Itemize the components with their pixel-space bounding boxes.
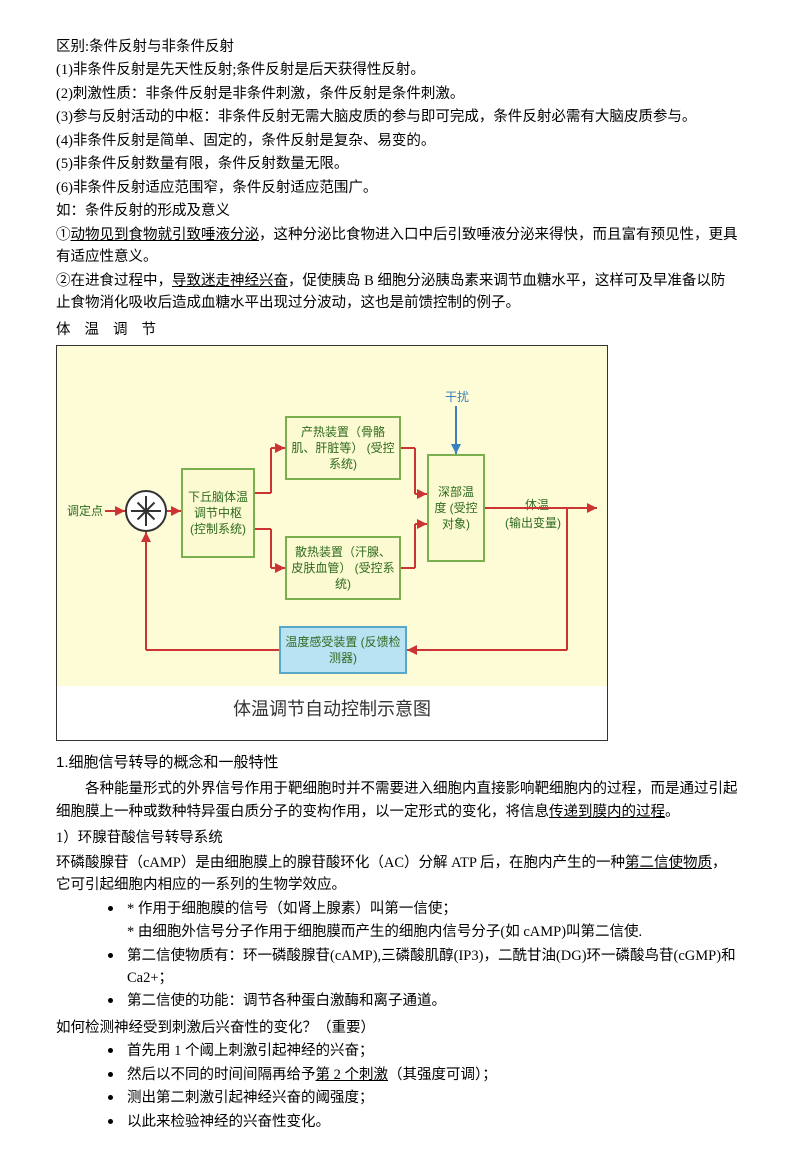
bullet-function: 第二信使的功能：调节各种蛋白激酶和离子通道。 xyxy=(56,990,738,1012)
point-3: (3)参与反射活动的中枢：非条件反射无需大脑皮质的参与即可完成，条件反射必需有大… xyxy=(56,106,738,128)
qb3: 测出第二刺激引起神经兴奋的阈强度； xyxy=(127,1087,374,1109)
diagram-area: 调定点 下丘脑体温调节中枢 (控制系统) 产热装置（骨骼肌、肝脏等） (受控系统… xyxy=(57,346,607,686)
qb4: 以此来检验神经的兴奋性变化。 xyxy=(127,1111,330,1133)
s1p-u: 传递到膜内的过程 xyxy=(549,804,665,820)
point-2: (2)刺激性质：非条件反射是非条件刺激，条件反射是条件刺激。 xyxy=(56,83,738,105)
box-sensor: 温度感受装置 (反馈检测器) xyxy=(279,626,407,674)
eg1-pre: ① xyxy=(56,227,71,243)
bullet-second-messenger: 第二信使物质有：环一磷酸腺苷(cAMP),三磷酸肌醇(IP3)，二酰甘油(DG)… xyxy=(56,945,738,990)
section-1-para2: 环磷酸腺苷（cAMP）是由细胞膜上的腺苷酸环化（AC）分解 ATP 后，在胞内产… xyxy=(56,852,738,897)
example-2: ②在进食过程中，导致迷走神经兴奋，促使胰岛 B 细胞分泌胰岛素来调节血糖水平，这… xyxy=(56,270,738,315)
question-title: 如何检测神经受到刺激后兴奋性的变化？（重要） xyxy=(56,1017,738,1039)
bullet-star-2: * 由细胞外信号分子作用于细胞膜而产生的细胞内信号分子(如 cAMP)叫第二信使… xyxy=(56,921,738,943)
eg2-underline: 导致迷走神经兴奋 xyxy=(172,273,288,289)
q-bullet-1: 首先用 1 个阈上刺激引起神经的兴奋； xyxy=(56,1040,738,1062)
bct: 第二信使的功能：调节各种蛋白激酶和离子通道。 xyxy=(127,990,446,1012)
qb1: 首先用 1 个阈上刺激引起神经的兴奋； xyxy=(127,1040,374,1062)
label-disturbance: 干扰 xyxy=(445,390,469,406)
diagram-caption: 体温调节自动控制示意图 xyxy=(57,686,607,740)
box-hypothalamus: 下丘脑体温调节中枢 (控制系统) xyxy=(181,468,255,558)
box-heat-dissipation: 散热装置（汗腺、皮肤血管） (受控系统) xyxy=(285,536,401,600)
bullet-star-1: * 作用于细胞膜的信号（如肾上腺素）叫第一信使； xyxy=(56,898,738,920)
qb2: 然后以不同的时间间隔再给予第 2 个刺激（其强度可调）； xyxy=(127,1064,497,1086)
eg2-pre: ②在进食过程中， xyxy=(56,273,172,289)
s1p-b: 。 xyxy=(665,804,680,820)
point-6: (6)非条件反射适应范围窄，条件反射适应范围广。 xyxy=(56,177,738,199)
diagram-container: 调定点 下丘脑体温调节中枢 (控制系统) 产热装置（骨骼肌、肝脏等） (受控系统… xyxy=(56,345,608,741)
bbt: 第二信使物质有：环一磷酸腺苷(cAMP),三磷酸肌醇(IP3)，二酰甘油(DG)… xyxy=(127,945,738,990)
example-title: 如：条件反射的形成及意义 xyxy=(56,200,738,222)
section-1-para: 各种能量形式的外界信号作用于靶细胞时并不需要进入细胞内直接影响靶细胞内的过程，而… xyxy=(56,778,738,823)
q-bullet-2: 然后以不同的时间间隔再给予第 2 个刺激（其强度可调）； xyxy=(56,1064,738,1086)
label-setpoint: 调定点 xyxy=(67,504,103,520)
q-bullet-3: 测出第二刺激引起神经兴奋的阈强度； xyxy=(56,1087,738,1109)
box-heat-production: 产热装置（骨骼肌、肝脏等） (受控系统) xyxy=(285,416,401,480)
label-output2: (输出变量) xyxy=(505,516,561,532)
label-output1: 体温 xyxy=(525,498,549,514)
section-1-title: 1.细胞信号转导的概念和一般特性 xyxy=(56,751,738,774)
box-deep-temperature: 深部温度 (受控对象) xyxy=(427,454,485,562)
eg1-underline: 动物见到食物就引致唾液分泌 xyxy=(71,227,260,243)
point-4: (4)非条件反射是简单、固定的，条件反射是复杂、易变的。 xyxy=(56,130,738,152)
b1t: * 作用于细胞膜的信号（如肾上腺素）叫第一信使； xyxy=(127,898,457,920)
title: 区别:条件反射与非条件反射 xyxy=(56,36,738,58)
comparator-icon xyxy=(125,490,167,532)
section-1-subtitle: 1）环腺苷酸信号转导系统 xyxy=(56,827,738,849)
q-bullet-4: 以此来检验神经的兴奋性变化。 xyxy=(56,1111,738,1133)
s1p2-a: 环磷酸腺苷（cAMP）是由细胞膜上的腺苷酸环化（AC）分解 ATP 后，在胞内产… xyxy=(56,855,625,871)
point-5: (5)非条件反射数量有限，条件反射数量无限。 xyxy=(56,153,738,175)
example-1: ①动物见到食物就引致唾液分泌，这种分泌比食物进入口中后引致唾液分泌来得快，而且富… xyxy=(56,224,738,269)
temp-regulation-title: 体温调节 xyxy=(56,319,738,341)
point-1: (1)非条件反射是先天性反射;条件反射是后天获得性反射。 xyxy=(56,59,738,81)
s1p2-u: 第二信使物质 xyxy=(625,855,712,871)
